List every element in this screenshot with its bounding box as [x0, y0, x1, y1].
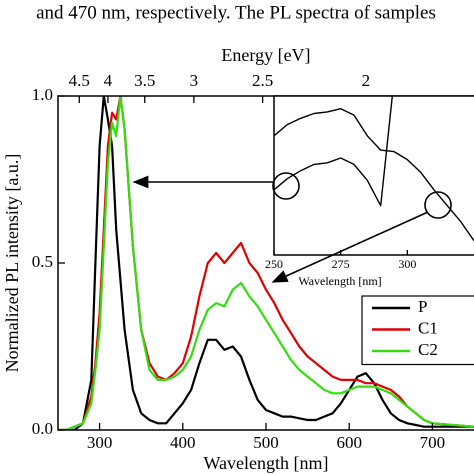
x-tick-label: 700 — [420, 433, 446, 452]
x-tick-label: 300 — [87, 433, 113, 452]
highlight-circle — [272, 172, 300, 200]
header-text: and 470 nm, respectively. The PL spectra… — [36, 2, 436, 23]
highlight-circle — [424, 191, 452, 219]
x-tick-label: 300 — [398, 257, 416, 271]
x2-tick-label: 4.5 — [69, 71, 90, 90]
line-series — [274, 108, 474, 242]
inset-plot: 250 275 300 Wavelength [nm] — [265, 95, 474, 288]
x-tick-label: 250 — [265, 257, 283, 271]
line-series — [274, 96, 394, 207]
x-tick-label: 500 — [253, 433, 279, 452]
legend: P C1 C2 — [361, 295, 474, 366]
x-tick-label: 600 — [336, 433, 362, 452]
x2-tick-label: 2 — [362, 71, 371, 90]
legend-label: C1 — [418, 318, 438, 337]
x-axis-label: Wavelength [nm] — [298, 274, 381, 288]
legend-label: C2 — [418, 340, 438, 359]
x2-tick-label: 2.5 — [252, 71, 273, 90]
line-series — [58, 96, 474, 430]
y-axis-label: Normalized PL intensity [a.u.] — [2, 154, 22, 373]
y-tick-label: 0.0 — [32, 419, 53, 438]
x-axis-label: Wavelength [nm] — [203, 453, 328, 473]
inset-background — [274, 96, 474, 255]
x-tick-label: 275 — [332, 257, 350, 271]
y-tick-label: 0.5 — [32, 252, 53, 271]
legend-label: P — [418, 297, 427, 316]
x2-tick-label: 4 — [104, 71, 113, 90]
x2-tick-label: 3 — [190, 71, 199, 90]
series-group — [58, 96, 474, 430]
plot-frame — [273, 95, 474, 256]
x2-tick-label: 3.5 — [134, 71, 155, 90]
line-series — [58, 96, 474, 430]
series-group — [274, 96, 474, 242]
main-plot: 300 400 500 600 700 0.0 0.5 1.0 4.5 4 3.5 3 2.5 2 Wave… — [2, 45, 474, 473]
arrow — [271, 211, 429, 283]
x2-axis-label: Energy [eV] — [221, 45, 310, 65]
y-tick-label: 1.0 — [32, 85, 53, 104]
x-tick-label: 400 — [170, 433, 196, 452]
